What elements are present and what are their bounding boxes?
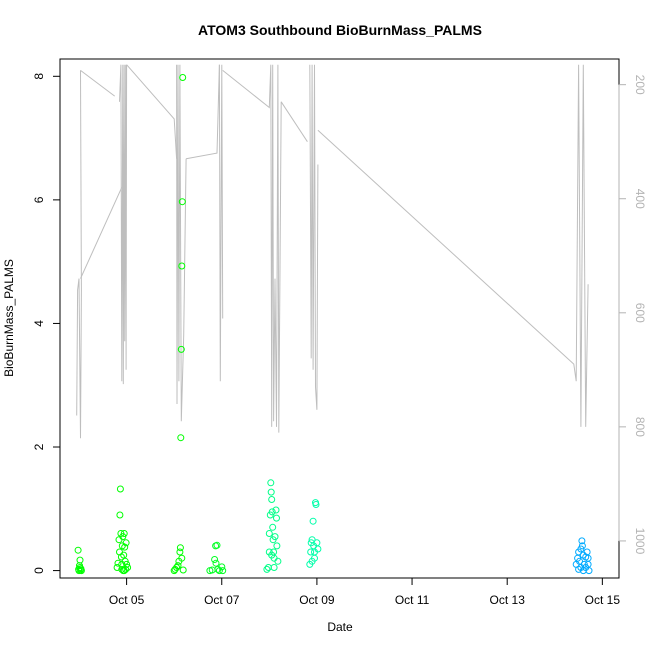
data-point (264, 564, 272, 571)
y-tick-label: 2 (32, 443, 46, 450)
data-point (308, 557, 316, 565)
y-tick-label: 0 (32, 567, 46, 574)
trace-line (186, 64, 220, 160)
y-tick-label: 4 (32, 320, 46, 327)
x-tick-label: Oct 11 (395, 593, 430, 607)
data-point (274, 557, 282, 565)
data-point (215, 567, 223, 575)
data-point (117, 553, 125, 561)
x-axis: Oct 05 Oct 07 Oct 09 Oct 11 Oct 13 Oct 15 (109, 577, 621, 607)
data-point (271, 533, 279, 541)
data-point (575, 565, 583, 573)
data-point (122, 565, 130, 573)
y-axis: 0 2 4 6 8 (32, 73, 61, 574)
data-point (178, 262, 186, 270)
data-point (212, 559, 220, 567)
data-point (312, 501, 320, 508)
data-point (179, 74, 187, 81)
data-point (219, 567, 227, 575)
data-point (263, 565, 271, 573)
trace-line (80, 70, 116, 97)
data-point (311, 548, 318, 556)
trace-line (280, 101, 308, 142)
data-point (579, 567, 587, 575)
data-point (179, 566, 187, 574)
x-tick-label: Oct 07 (204, 593, 240, 607)
data-point (174, 562, 182, 570)
data-point (122, 539, 130, 547)
data-point (123, 560, 131, 568)
data-point (307, 548, 315, 556)
data-point (120, 551, 128, 559)
data-point (308, 536, 316, 544)
x-axis-label: Date (327, 620, 353, 634)
data-point (268, 508, 276, 516)
data-point (120, 567, 128, 575)
right-axis: 200 400 600 800 1000 (618, 75, 647, 555)
data-point (269, 523, 277, 531)
data-point (116, 485, 124, 493)
data-point (268, 496, 276, 503)
data-point (76, 556, 84, 564)
data-point (211, 556, 219, 563)
data-point (273, 542, 281, 550)
data-point (213, 541, 221, 549)
data-point (116, 511, 124, 519)
plot-area-frame (59, 58, 620, 579)
data-point (115, 536, 123, 544)
y-tick-label: 6 (32, 196, 46, 203)
data-point (265, 530, 273, 537)
data-point (176, 544, 184, 552)
data-point (582, 553, 590, 561)
right-tick-label: 600 (633, 303, 647, 323)
altitude-trace (76, 64, 589, 439)
x-tick-label: Oct 05 (109, 593, 145, 607)
trace-line (218, 64, 224, 382)
data-point (578, 537, 586, 545)
x-tick-label: Oct 15 (585, 593, 621, 607)
data-point (578, 542, 586, 550)
data-point (268, 551, 276, 559)
data-point (273, 514, 280, 522)
data-point (176, 548, 184, 556)
data-point (121, 543, 129, 551)
x-tick-label: Oct 09 (299, 593, 335, 607)
data-point (178, 198, 186, 206)
data-point (114, 559, 122, 567)
trace-line (80, 187, 123, 279)
right-tick-label: 800 (633, 417, 647, 437)
data-point (267, 488, 275, 496)
trace-line (126, 64, 178, 159)
trace-line (309, 64, 319, 410)
data-point (76, 564, 84, 571)
trace-line (119, 64, 128, 385)
data-point (113, 564, 121, 571)
trace-line (222, 64, 282, 433)
data-point (74, 546, 82, 554)
trace-line (76, 70, 82, 439)
data-point (267, 479, 275, 487)
right-tick-label: 400 (633, 189, 647, 209)
data-point (584, 560, 592, 568)
data-points (74, 74, 593, 575)
data-point (270, 564, 278, 571)
trace-line (317, 64, 589, 427)
data-point (173, 564, 181, 571)
data-point (309, 517, 317, 525)
right-tick-label: 1000 (633, 528, 647, 555)
data-point (177, 345, 185, 353)
data-point (120, 530, 128, 537)
data-point (272, 506, 280, 514)
data-point (218, 563, 226, 571)
trace-line (176, 64, 187, 422)
y-tick-label: 8 (32, 73, 46, 80)
x-tick-label: Oct 13 (490, 593, 526, 607)
chart-title: ATOM3 Southbound BioBurnMass_PALMS (198, 22, 482, 38)
data-point (177, 434, 185, 442)
data-point (178, 554, 186, 562)
y-axis-label: BioBurnMass_PALMS (2, 259, 16, 377)
right-tick-label: 200 (633, 75, 647, 95)
